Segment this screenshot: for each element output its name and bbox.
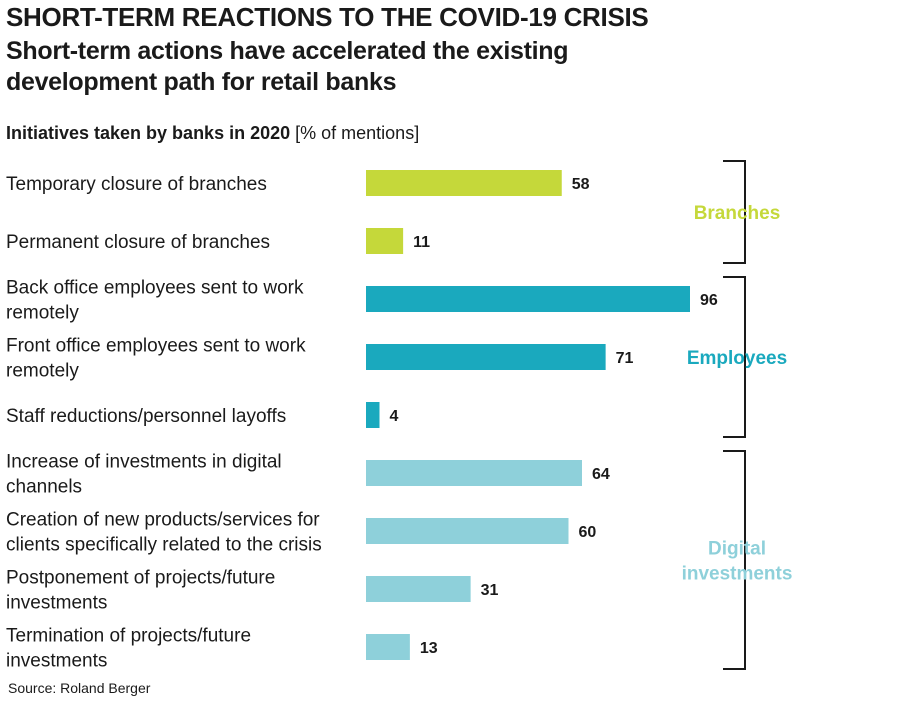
group-bracket-1 — [723, 160, 746, 264]
value-label-4: 71 — [616, 350, 634, 367]
category-label-9: Termination of projects/future investment… — [6, 626, 251, 672]
category-label-5: Staff reductions/personnel layoffs — [6, 406, 286, 427]
chart-subtitle: Short-term actions have accelerated the … — [6, 37, 569, 96]
value-label-7: 60 — [579, 524, 597, 541]
value-label-3: 96 — [700, 292, 718, 309]
group-bracket-2 — [723, 276, 746, 438]
category-label-1: Temporary closure of branches — [6, 174, 267, 195]
category-label-4: Front office employees sent to work remot… — [6, 336, 306, 382]
category-label-3: Back office employees sent to work remote… — [6, 278, 304, 324]
value-label-2: 11 — [413, 234, 430, 251]
bar-8 — [366, 576, 471, 602]
group-label-1: Branches — [694, 203, 781, 224]
bar-1 — [366, 170, 562, 196]
value-label-1: 58 — [572, 176, 590, 193]
value-label-6: 64 — [592, 466, 610, 483]
value-label-9: 13 — [420, 640, 438, 657]
bar-7 — [366, 518, 569, 544]
chart-title: SHORT-TERM REACTIONS TO THE COVID-19 CRI… — [6, 2, 649, 32]
source-note: Source: Roland Berger — [8, 680, 151, 696]
group-label-3: Digital investments — [682, 539, 793, 585]
chart-label: Initiatives taken by banks in 2020 [% of… — [6, 121, 419, 145]
chart-label-bold: Initiatives taken by banks in 2020 — [6, 123, 291, 143]
bar-4 — [366, 344, 606, 370]
bar-3 — [366, 286, 690, 312]
group-bracket-3 — [723, 450, 746, 670]
bar-9 — [366, 634, 410, 660]
chart-label-unit: [% of mentions] — [295, 123, 420, 143]
category-label-6: Increase of investments in digital channe… — [6, 452, 282, 498]
group-label-2: Employees — [687, 348, 787, 369]
bar-2 — [366, 228, 404, 254]
category-label-8: Postponement of projects/future investmen… — [6, 568, 275, 614]
category-label-7: Creation of new products/services for cli… — [6, 510, 322, 556]
bar-5 — [366, 402, 380, 428]
category-label-2: Permanent closure of branches — [6, 232, 270, 253]
bar-6 — [366, 460, 582, 486]
value-label-5: 4 — [390, 408, 399, 425]
value-label-8: 31 — [481, 582, 499, 599]
